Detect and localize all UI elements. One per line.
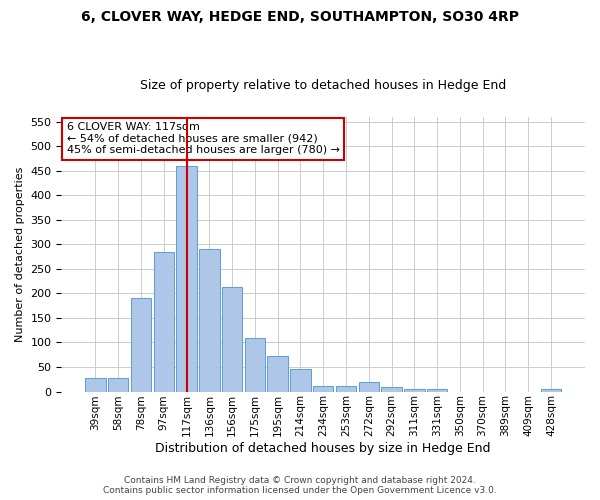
- Text: Contains HM Land Registry data © Crown copyright and database right 2024.
Contai: Contains HM Land Registry data © Crown c…: [103, 476, 497, 495]
- X-axis label: Distribution of detached houses by size in Hedge End: Distribution of detached houses by size …: [155, 442, 491, 455]
- Bar: [268, 356, 288, 392]
- Bar: [290, 370, 311, 392]
- Bar: [131, 298, 151, 392]
- Title: Size of property relative to detached houses in Hedge End: Size of property relative to detached ho…: [140, 79, 506, 92]
- Bar: [427, 389, 448, 392]
- Bar: [245, 338, 265, 392]
- Bar: [313, 386, 334, 392]
- Bar: [381, 386, 402, 392]
- Y-axis label: Number of detached properties: Number of detached properties: [15, 166, 25, 342]
- Bar: [85, 378, 106, 392]
- Text: 6 CLOVER WAY: 117sqm
← 54% of detached houses are smaller (942)
45% of semi-deta: 6 CLOVER WAY: 117sqm ← 54% of detached h…: [67, 122, 340, 156]
- Bar: [154, 252, 174, 392]
- Bar: [199, 250, 220, 392]
- Bar: [176, 166, 197, 392]
- Bar: [359, 382, 379, 392]
- Bar: [336, 386, 356, 392]
- Bar: [404, 389, 425, 392]
- Bar: [541, 389, 561, 392]
- Text: 6, CLOVER WAY, HEDGE END, SOUTHAMPTON, SO30 4RP: 6, CLOVER WAY, HEDGE END, SOUTHAMPTON, S…: [81, 10, 519, 24]
- Bar: [222, 287, 242, 392]
- Bar: [108, 378, 128, 392]
